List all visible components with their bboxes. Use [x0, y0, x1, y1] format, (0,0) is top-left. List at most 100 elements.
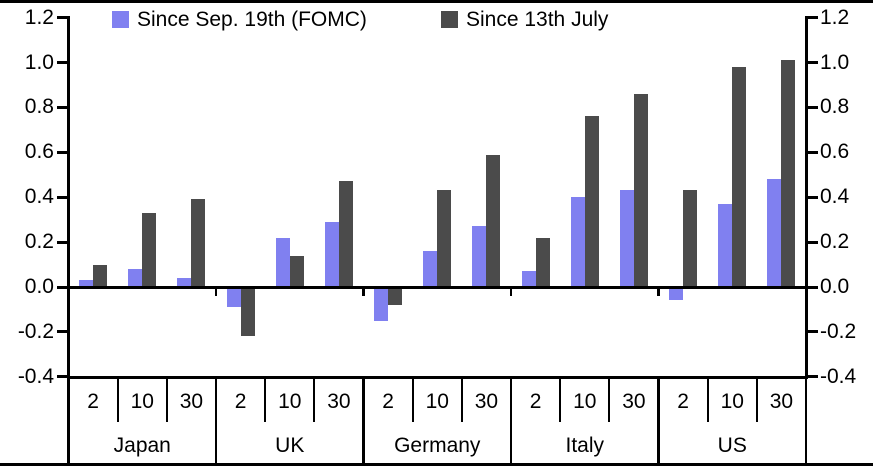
tenor-separator: [608, 378, 611, 422]
x-axis-tenor-label: 10: [278, 390, 302, 413]
bar-july-uk-30: [338, 181, 353, 287]
zero-line-group-tick: [657, 288, 660, 296]
tenor-separator: [264, 378, 267, 422]
y-axis-label-left: 0.0: [24, 275, 54, 298]
y-axis-label-right: 1.0: [820, 50, 850, 74]
x-axis-tenor-label: 2: [529, 390, 542, 413]
bar-july-germany-30: [486, 154, 501, 287]
y-axis-tick-left: [57, 150, 67, 154]
top-border: [0, 0, 873, 3]
y-axis-tick-right: [807, 330, 818, 334]
x-axis-tenor-label: 10: [720, 390, 744, 413]
x-axis-group-label: Japan: [113, 434, 171, 457]
y-axis-label-right: 0.4: [820, 185, 850, 209]
y-axis-tick-left: [57, 16, 67, 20]
y-axis-tick-right: [807, 16, 818, 20]
y-axis-left: [67, 16, 70, 379]
y-axis-label-left: -0.2: [17, 319, 54, 343]
y-axis-tick-left: [57, 61, 67, 64]
bar-july-germany-2: [388, 287, 403, 305]
y-axis-label-left: 1.2: [24, 5, 54, 29]
x-axis-tenor-label: 30: [474, 390, 499, 413]
y-axis-label-right: -0.2: [820, 319, 857, 343]
y-axis-tick-right: [807, 285, 818, 289]
x-axis-group-label: Germany: [394, 434, 481, 457]
y-axis-tick-right: [807, 105, 818, 109]
group-separator: [657, 378, 660, 466]
bar-fomc-us-10: [718, 203, 733, 287]
y-axis-label-right: -0.4: [820, 364, 857, 388]
x-axis-tenor-label: 2: [382, 390, 394, 413]
x-axis-tenor-label: 30: [769, 390, 794, 413]
bar-july-us-10: [732, 66, 747, 287]
bar-july-italy-10: [584, 116, 599, 287]
bar-july-japan-10: [142, 212, 157, 287]
y-axis-label-left: 0.4: [24, 185, 54, 209]
y-axis-label-left: -0.4: [17, 364, 54, 388]
tenor-separator: [755, 378, 758, 422]
x-axis-tenor-label: 2: [234, 390, 247, 413]
y-axis-tick-left: [57, 240, 67, 244]
bar-july-italy-2: [535, 237, 550, 287]
y-axis-label-right: 0.8: [820, 95, 850, 119]
zero-line-group-tick: [214, 288, 218, 296]
y-axis-label-right: 0.2: [820, 230, 850, 254]
zero-line-group-tick: [362, 288, 365, 296]
bar-july-japan-30: [191, 199, 206, 287]
x-axis-tenor-label: 30: [622, 390, 646, 413]
y-axis-tick-left: [57, 375, 67, 379]
bar-fomc-germany-2: [374, 287, 389, 321]
y-axis-label-left: 0.6: [24, 140, 54, 164]
tenor-separator: [411, 378, 414, 422]
legend-swatch-fomc: [112, 11, 129, 28]
x-axis-tenor-label: 2: [677, 390, 689, 413]
group-separator: [362, 378, 365, 466]
y-axis-tick-right: [807, 61, 818, 64]
y-axis-label-right: 1.2: [820, 5, 850, 29]
group-separator: [804, 378, 808, 466]
bottom-border: [0, 463, 873, 466]
legend-item-fomc: Since Sep. 19th (FOMC): [112, 9, 367, 30]
y-axis-right: [804, 16, 808, 379]
x-axis-tenor-label: 10: [573, 390, 597, 413]
y-axis-tick-left: [57, 285, 67, 289]
bar-july-uk-10: [289, 255, 304, 287]
bar-fomc-uk-10: [275, 237, 290, 287]
x-axis-tenor-label: 30: [327, 390, 351, 413]
bar-fomc-japan-30: [177, 278, 192, 287]
bar-july-us-2: [683, 190, 698, 287]
x-axis-tenor-label: 10: [130, 390, 154, 413]
tenor-separator: [559, 378, 562, 422]
bar-july-japan-2: [93, 264, 108, 287]
tenor-separator: [460, 378, 463, 422]
legend-label-fomc: Since Sep. 19th (FOMC): [137, 8, 367, 31]
bar-july-uk-2: [240, 287, 255, 337]
y-axis-tick-left: [57, 105, 67, 109]
bar-fomc-germany-10: [423, 251, 438, 287]
zero-line-group-tick: [509, 288, 513, 296]
y-axis-tick-right: [807, 195, 818, 199]
bar-fomc-germany-30: [472, 226, 487, 287]
x-axis-group-label: Italy: [565, 434, 604, 457]
y-axis-label-left: 0.8: [24, 95, 54, 119]
legend-label-july: Since 13th July: [466, 8, 609, 31]
bar-fomc-italy-2: [521, 271, 536, 287]
group-separator: [67, 378, 70, 466]
tenor-separator: [706, 378, 709, 422]
group-separator: [509, 378, 513, 466]
x-axis-tenor-label: 30: [179, 390, 204, 413]
x-axis-group-label: UK: [275, 434, 305, 457]
y-axis-tick-left: [57, 195, 67, 199]
y-axis-tick-left: [57, 330, 67, 334]
x-axis-tenor-label: 10: [425, 390, 449, 413]
bar-july-italy-30: [633, 93, 648, 287]
bar-fomc-uk-30: [324, 221, 339, 287]
group-separator: [214, 378, 218, 466]
y-axis-tick-right: [807, 240, 818, 244]
bar-fomc-italy-30: [619, 190, 634, 287]
y-axis-label-right: 0.0: [820, 275, 850, 298]
y-axis-label-left: 0.2: [24, 230, 54, 254]
bar-fomc-italy-10: [570, 197, 585, 287]
